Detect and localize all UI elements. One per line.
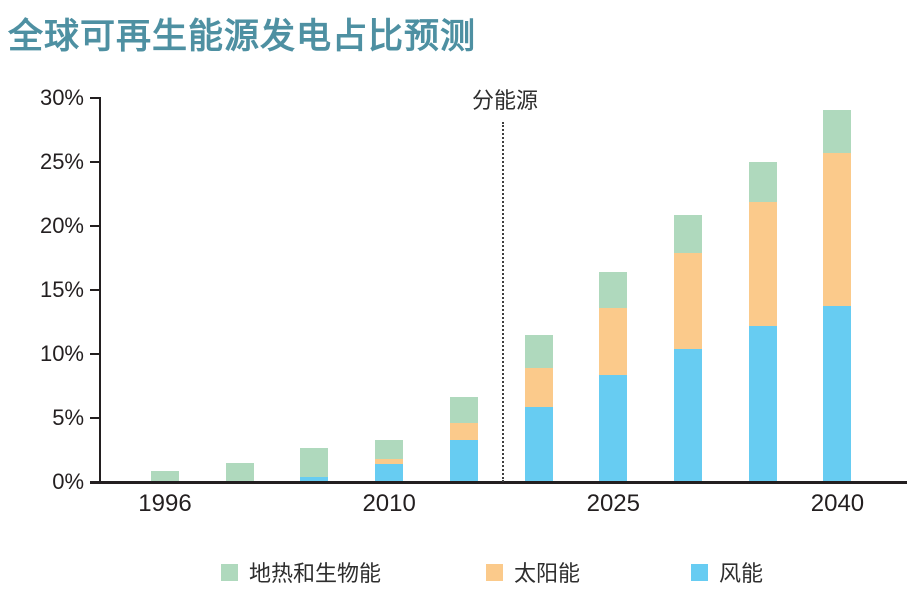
bar-segment-wind-5 — [524, 406, 553, 481]
bar-group-2 — [300, 447, 329, 481]
bar-segment-wind-2 — [300, 477, 329, 481]
y-tick-label-0: 0% — [52, 469, 84, 494]
y-tick-label-5: 5% — [52, 405, 84, 430]
bar-segment-geo-bio-8 — [748, 162, 777, 202]
x-tick-label-2010: 2010 — [362, 490, 416, 517]
legend-swatch-solar-icon — [486, 563, 503, 581]
legend: 地热和生物能 太阳能 风能 — [0, 556, 910, 588]
legend-item-wind: 风能 — [691, 556, 763, 588]
bar-group-9 — [823, 109, 852, 481]
y-tick-label-25: 25% — [39, 149, 84, 174]
bar-segment-wind-3 — [375, 464, 404, 481]
bar-segment-geo-bio-9 — [823, 109, 852, 154]
y-tick-mark-5 — [90, 417, 100, 419]
y-axis-line — [99, 97, 101, 482]
bar-group-0 — [151, 470, 179, 481]
y-tick-mark-30 — [90, 97, 100, 99]
bar-segment-solar-7 — [674, 253, 703, 350]
bar-segment-solar-4 — [449, 423, 478, 441]
bar-segment-solar-3 — [375, 459, 404, 465]
legend-item-solar: 太阳能 — [486, 556, 580, 588]
y-tick-label-15: 15% — [39, 277, 84, 302]
chart-title: 全球可再生能源发电占比预测 — [8, 17, 477, 56]
bar-segment-solar-5 — [524, 368, 553, 407]
bar-segment-wind-7 — [674, 349, 703, 481]
legend-label-wind: 风能 — [719, 561, 764, 586]
bar-segment-geo-bio-5 — [524, 335, 553, 369]
y-tick-mark-20 — [90, 225, 100, 227]
bar-segment-wind-6 — [599, 374, 628, 481]
bar-segment-wind-9 — [823, 305, 852, 481]
y-tick-label-20: 20% — [39, 213, 84, 238]
y-tick-mark-15 — [90, 289, 100, 291]
bar-segment-geo-bio-2 — [300, 447, 329, 478]
legend-label-geo-bio: 地热和生物能 — [249, 561, 382, 586]
legend-label-solar: 太阳能 — [514, 561, 581, 586]
legend-swatch-wind-icon — [691, 563, 708, 581]
x-axis-line — [90, 481, 907, 484]
y-tick-label-10: 10% — [39, 341, 84, 366]
legend-item-geo-bio: 地热和生物能 — [221, 556, 381, 588]
bar-group-4 — [449, 396, 478, 481]
y-tick-mark-25 — [90, 161, 100, 163]
bar-segment-wind-4 — [449, 440, 478, 481]
bar-group-3 — [375, 440, 404, 481]
forecast-divider-line — [502, 122, 504, 482]
bar-segment-solar-9 — [823, 153, 852, 306]
x-tick-label-2040: 2040 — [810, 490, 865, 517]
bar-segment-geo-bio-7 — [674, 214, 703, 254]
bar-segment-geo-bio-3 — [375, 440, 404, 460]
y-tick-label-30: 30% — [39, 85, 84, 110]
bar-segment-geo-bio-0 — [151, 470, 179, 481]
forecast-divider-label: 分能源 — [471, 88, 538, 113]
bar-segment-wind-8 — [748, 326, 777, 481]
bar-segment-geo-bio-1 — [225, 463, 254, 481]
legend-swatch-geo-bio-icon — [221, 563, 238, 581]
bar-group-7 — [674, 214, 703, 481]
bar-segment-solar-8 — [748, 201, 777, 327]
bar-segment-geo-bio-6 — [599, 272, 628, 309]
bar-group-5 — [524, 335, 553, 481]
bar-group-1 — [225, 463, 254, 481]
bar-segment-geo-bio-4 — [449, 396, 478, 424]
bar-group-8 — [748, 162, 777, 481]
x-tick-label-2025: 2025 — [586, 490, 640, 517]
bar-segment-solar-6 — [599, 308, 628, 375]
y-tick-mark-10 — [90, 353, 100, 355]
x-tick-label-1996: 1996 — [138, 490, 192, 517]
bar-group-6 — [599, 272, 628, 481]
